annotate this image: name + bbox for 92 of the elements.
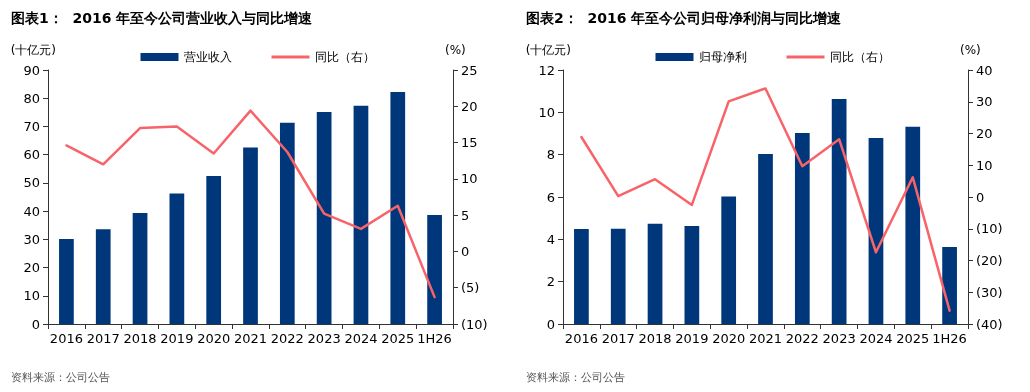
y-tick-label: 40 bbox=[23, 203, 40, 219]
x-tick-label: 2018 bbox=[123, 331, 157, 346]
line-series bbox=[65, 109, 436, 299]
bar bbox=[206, 176, 222, 324]
y-tick-label: 90 bbox=[23, 62, 40, 78]
y2-tick-label: (10) bbox=[461, 316, 488, 332]
y-axis-title: (十亿元) bbox=[525, 43, 571, 57]
bar bbox=[243, 147, 258, 324]
y-tick-label: 4 bbox=[546, 231, 555, 247]
y-tick-label: 80 bbox=[23, 90, 40, 106]
x-tick-label: 2021 bbox=[233, 331, 268, 346]
y2-tick-label: 10 bbox=[461, 171, 478, 187]
bar bbox=[647, 223, 663, 324]
text: 资料来源：公司公告 bbox=[526, 371, 625, 384]
x-tick-label: 1H26 bbox=[417, 331, 452, 346]
x-tick-label: 2021 bbox=[748, 331, 783, 346]
x-tick-label: 2019 bbox=[160, 331, 194, 346]
y2-tick-label: 0 bbox=[976, 189, 985, 205]
x-tick-label: 2020 bbox=[197, 331, 231, 346]
bar bbox=[905, 126, 921, 324]
bar bbox=[427, 215, 442, 324]
chart-title: 图表1： 2016 年至今公司营业收入与同比增速 bbox=[11, 10, 314, 26]
x-tick-label: 2024 bbox=[859, 331, 893, 346]
y2-tick-label: (20) bbox=[976, 253, 1003, 268]
bar bbox=[684, 226, 700, 324]
bar bbox=[132, 213, 148, 324]
y-tick-label: 12 bbox=[538, 62, 555, 78]
bar bbox=[169, 193, 185, 324]
x-tick-label: 2022 bbox=[785, 331, 819, 346]
y-tick-label: 20 bbox=[23, 260, 40, 276]
x-tick-label: 2016 bbox=[49, 331, 83, 346]
y-tick-label: 2 bbox=[546, 274, 555, 290]
y2-tick-label: 5 bbox=[461, 207, 470, 223]
legend-label: 营业收入 bbox=[183, 50, 232, 64]
y2-tick-label: (30) bbox=[976, 284, 1003, 300]
x-tick-label: 2019 bbox=[675, 331, 709, 346]
x-tick-label: 2025 bbox=[896, 331, 930, 346]
bar bbox=[942, 246, 957, 324]
bar bbox=[316, 112, 332, 324]
y-tick-label: 10 bbox=[538, 104, 555, 120]
bar bbox=[758, 154, 773, 324]
y2-tick-label: (40) bbox=[976, 316, 1003, 332]
y2-tick-label: 25 bbox=[461, 62, 478, 78]
y-tick-label: 10 bbox=[23, 288, 40, 304]
x-tick-label: 1H26 bbox=[932, 331, 967, 346]
y2-axis-title: (%) bbox=[960, 43, 981, 57]
x-tick-label: 2016 bbox=[564, 331, 598, 346]
bar bbox=[390, 92, 406, 324]
x-tick-label: 2020 bbox=[712, 331, 746, 346]
y-tick-label: 50 bbox=[23, 175, 40, 191]
x-tick-label: 2023 bbox=[822, 331, 856, 346]
y2-tick-label: 15 bbox=[461, 135, 478, 151]
x-tick-label: 2018 bbox=[638, 331, 672, 346]
x-tick-label: 2023 bbox=[307, 331, 341, 346]
bar bbox=[794, 133, 810, 324]
y2-tick-label: (10) bbox=[976, 221, 1003, 237]
y2-tick-label: (5) bbox=[461, 280, 480, 296]
bar bbox=[610, 228, 626, 324]
x-tick-label: 2024 bbox=[344, 331, 378, 346]
y-tick-label: 6 bbox=[546, 189, 555, 205]
y-tick-label: 8 bbox=[546, 147, 555, 163]
y2-tick-label: 20 bbox=[461, 98, 478, 114]
bar bbox=[279, 122, 295, 324]
bar bbox=[95, 229, 111, 324]
x-tick-label: 2022 bbox=[270, 331, 304, 346]
bar bbox=[868, 137, 884, 324]
bar bbox=[831, 99, 847, 324]
y-tick-label: 60 bbox=[23, 147, 40, 163]
y-tick-label: 0 bbox=[546, 316, 555, 332]
bar bbox=[721, 196, 737, 324]
y-tick-label: 70 bbox=[23, 118, 40, 134]
y-tick-label: 0 bbox=[31, 316, 40, 332]
y2-axis-title: (%) bbox=[445, 43, 466, 57]
bar bbox=[59, 239, 74, 324]
x-tick-label: 2017 bbox=[86, 331, 120, 346]
x-tick-label: 2025 bbox=[381, 331, 415, 346]
text: 资料来源：公司公告 bbox=[11, 371, 110, 384]
y2-tick-label: 30 bbox=[976, 94, 993, 110]
legend-label: 归母净利 bbox=[698, 50, 747, 64]
y-tick-label: 30 bbox=[23, 231, 40, 247]
y2-tick-label: 0 bbox=[461, 243, 470, 259]
x-tick-label: 2017 bbox=[601, 331, 635, 346]
y-axis-title: (十亿元) bbox=[10, 43, 56, 57]
y2-tick-label: 40 bbox=[976, 62, 993, 78]
bar bbox=[574, 228, 589, 324]
line-series bbox=[580, 87, 951, 312]
legend-label: 同比（右） bbox=[314, 50, 375, 64]
legend-label: 同比（右） bbox=[829, 50, 890, 64]
y2-tick-label: 20 bbox=[976, 126, 993, 141]
chart-title: 图表2： 2016 年至今公司归母净利润与同比增速 bbox=[526, 10, 843, 26]
bar bbox=[353, 105, 369, 324]
y2-tick-label: 10 bbox=[976, 157, 993, 173]
